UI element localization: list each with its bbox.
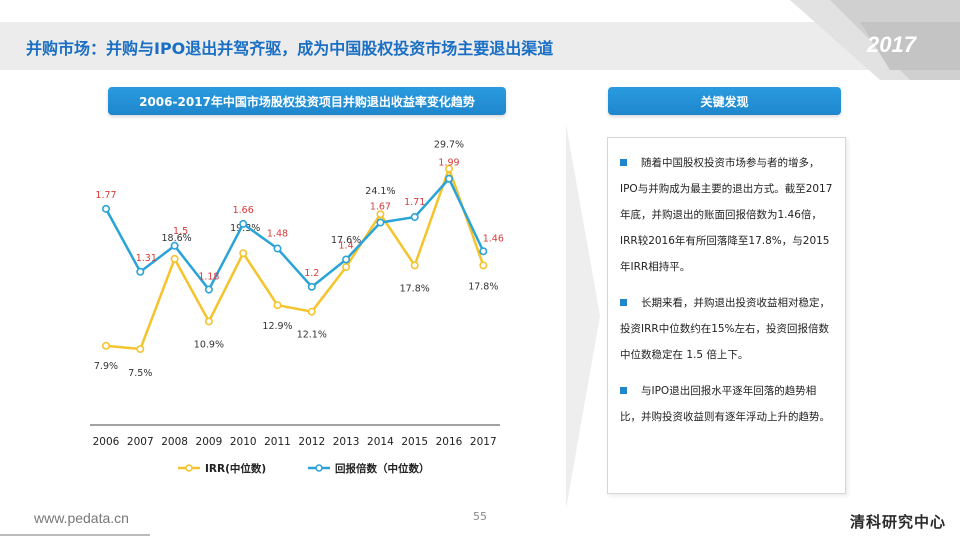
page-title: 并购市场：并购与IPO退出并驾齐驱，成为中国股权投资市场主要退出渠道 [26, 39, 554, 58]
data-label: 7.5% [128, 368, 152, 379]
finding-item: 长期来看，并购退出投资收益相对稳定，投资IRR中位数约在15%左右，投资回报倍数… [620, 290, 835, 368]
series-line [104, 177, 485, 291]
data-label: 1.67 [370, 202, 391, 213]
line-chart: 2006 2007 2008 2009 2010 2011 2012 2013 2014 2015… [90, 140, 504, 475]
data-point [273, 301, 282, 310]
data-point [170, 254, 179, 263]
data-label: 1.4 [339, 240, 354, 251]
brand-logo: 清科研究中心 [849, 513, 946, 531]
finding-text: 随着中国股权投资市场参与者的增多，IPO与并购成为最主要的退出方式。截至2017… [620, 157, 833, 273]
data-point [102, 204, 111, 213]
finding-text: 长期来看，并购退出投资收益相对稳定，投资IRR中位数约在15%左右，投资回报倍数… [620, 297, 830, 361]
data-label: 1.5 [173, 226, 188, 237]
data-label: 1.2 [304, 268, 319, 279]
data-point [307, 282, 316, 291]
year-label: 2017 [867, 32, 916, 57]
x-tick-label: 2006 [93, 436, 120, 448]
data-label: 17.8% [468, 281, 498, 292]
data-label: 24.1% [365, 186, 395, 197]
year-badge [790, 0, 960, 80]
x-tick-label: 2016 [436, 436, 463, 448]
page-number: 55 [473, 510, 487, 523]
data-point [136, 267, 145, 276]
x-tick-label: 2015 [401, 436, 428, 448]
data-label: 1.66 [233, 205, 254, 216]
data-label: 1.48 [267, 229, 288, 240]
x-tick-label: 2009 [196, 436, 223, 448]
data-point [273, 244, 282, 253]
data-point [444, 174, 453, 183]
data-label: 1.18 [198, 272, 219, 283]
data-label: 1.46 [483, 233, 504, 244]
data-label: 1.99 [438, 158, 459, 169]
x-tick-label: 2012 [298, 436, 325, 448]
data-point [479, 247, 488, 256]
data-point [376, 210, 385, 219]
data-point [410, 261, 419, 270]
data-point [204, 285, 213, 294]
footer-divider [0, 534, 150, 536]
findings-panel: 随着中国股权投资市场参与者的增多，IPO与并购成为最主要的退出方式。截至2017… [607, 137, 846, 494]
data-point [170, 241, 179, 250]
square-bullet-icon [620, 158, 627, 166]
data-point [239, 219, 248, 228]
x-tick-label: 2007 [127, 436, 154, 448]
data-point [342, 255, 351, 264]
legend-marker [185, 464, 193, 472]
x-tick-label: 2008 [161, 436, 188, 448]
data-point [410, 213, 419, 222]
data-label: 1.31 [136, 253, 157, 264]
x-tick-label: 2014 [367, 436, 394, 448]
x-tick-label: 2013 [333, 436, 360, 448]
data-label: 29.7% [434, 140, 464, 151]
data-point [102, 341, 111, 350]
square-bullet-icon [620, 298, 627, 306]
data-label: 17.8% [400, 283, 430, 294]
data-label: 1.77 [95, 190, 116, 201]
footer-url[interactable]: www.pedata.cn [34, 510, 129, 526]
data-label: 18.6% [162, 233, 192, 244]
findings-title: 关键发现 [608, 87, 841, 115]
x-tick-label: 2011 [264, 436, 291, 448]
data-label: 7.9% [94, 361, 118, 372]
data-label: 10.9% [194, 339, 224, 350]
data-label: 12.9% [262, 321, 292, 332]
data-label: 19.3% [230, 223, 260, 234]
legend-marker [315, 464, 323, 472]
data-label: 17.6% [331, 235, 361, 246]
x-tick-label: 2010 [230, 436, 257, 448]
legend-label: 回报倍数（中位数） [335, 462, 430, 475]
x-tick-label: 2017 [470, 436, 497, 448]
data-point [342, 262, 351, 271]
data-label: 12.1% [297, 330, 327, 341]
data-point [376, 218, 385, 227]
data-point [136, 345, 145, 354]
series-line [105, 167, 485, 351]
square-bullet-icon [620, 386, 627, 394]
data-point [239, 249, 248, 258]
data-point [307, 307, 316, 316]
legend-label: IRR(中位数) [205, 462, 266, 475]
finding-item: 随着中国股权投资市场参与者的增多，IPO与并购成为最主要的退出方式。截至2017… [620, 150, 835, 280]
finding-text: 与IPO退出回报水平逐年回落的趋势相比，并购投资收益则有逐年浮动上升的趋势。 [620, 385, 830, 423]
data-point [444, 164, 453, 173]
chart-title: 2006-2017年中国市场股权投资项目并购退出收益率变化趋势 [108, 87, 506, 115]
chevron-right-icon [566, 124, 600, 509]
header-band [0, 22, 960, 70]
data-point [479, 261, 488, 270]
finding-item: 与IPO退出回报水平逐年回落的趋势相比，并购投资收益则有逐年浮动上升的趋势。 [620, 378, 835, 430]
data-point [204, 317, 213, 326]
data-label: 1.71 [404, 197, 425, 208]
